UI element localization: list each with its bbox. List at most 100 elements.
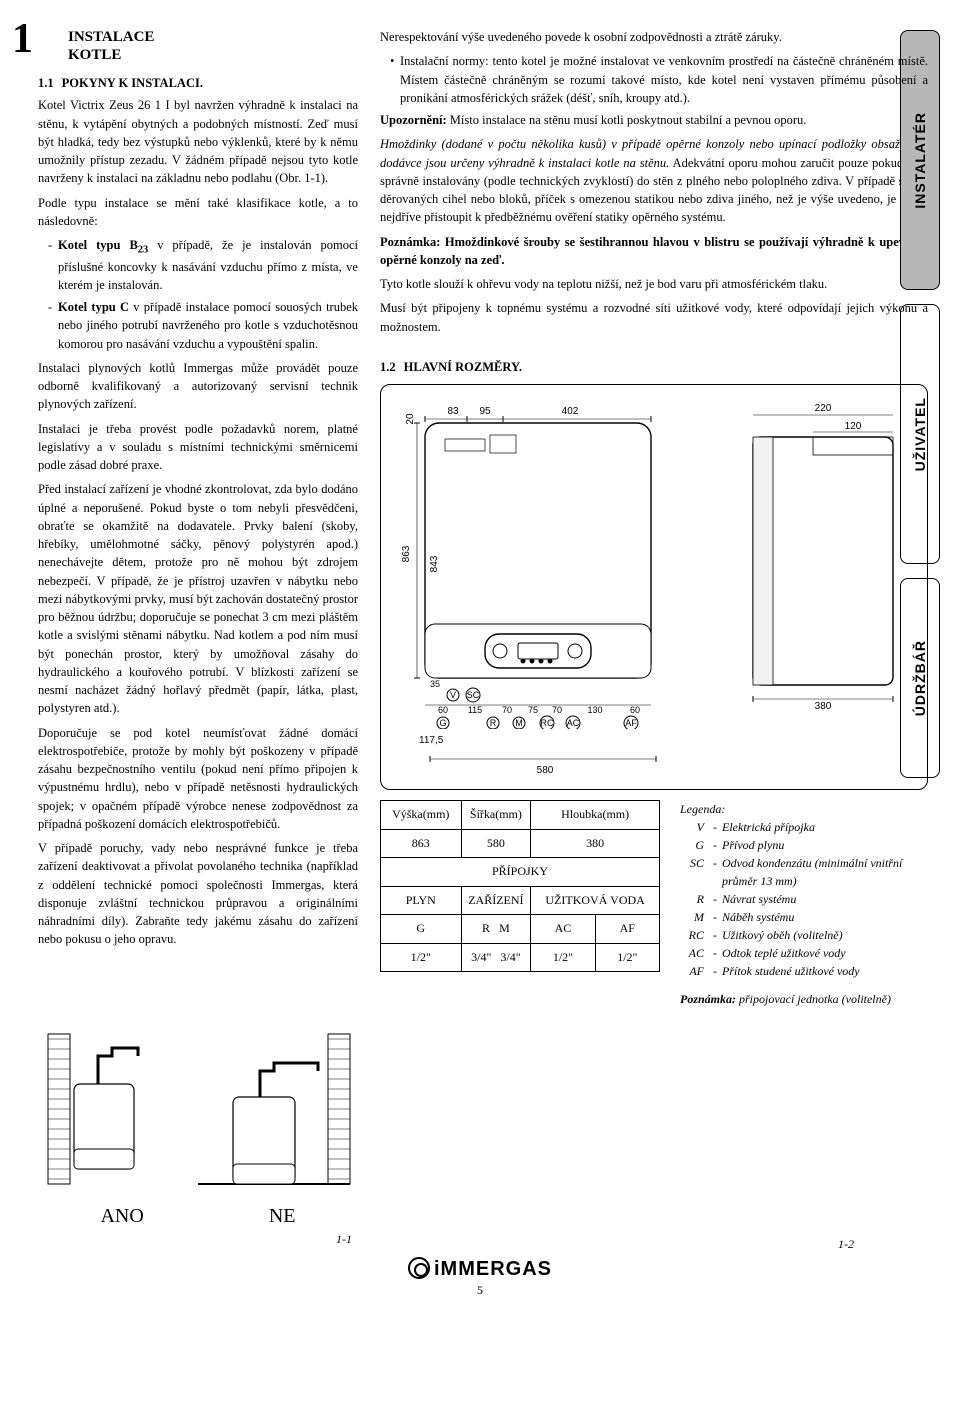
pm4: Poznámka: Hmoždinkové šrouby se šestihra… (380, 235, 928, 267)
svg-text:G: G (439, 718, 446, 728)
td: AF (595, 915, 659, 944)
list-item-c: Kotel typu C v případě instalace pomocí … (48, 298, 358, 353)
svg-text:130: 130 (587, 705, 602, 715)
para-m1: Nerespektování výše uvedeného povede k o… (380, 28, 928, 46)
section-1-1-heading: 1.1POKYNY K INSTALACI. (38, 74, 358, 92)
td: 1/2" (595, 943, 659, 972)
svg-text:120: 120 (845, 421, 862, 432)
th-height: Výška(mm) (381, 801, 462, 830)
svg-text:RC: RC (541, 718, 554, 728)
brand-logo: iMMERGAS (38, 1257, 922, 1281)
para-m5: Tyto kotle slouží k ohřevu vody na teplo… (380, 275, 928, 293)
svg-text:SC: SC (467, 690, 480, 700)
para-m6: Musí být připojeny k topnému systému a r… (380, 299, 928, 336)
svg-text:R: R (490, 718, 497, 728)
bullet-item: Instalační normy: tento kotel je možné i… (390, 52, 928, 107)
tab-instalater-label: INSTALATÉR (912, 112, 928, 209)
legend-title: Legenda: (680, 800, 928, 818)
left-column: INSTALACE KOTLE 1.1POKYNY K INSTALACI. K… (38, 28, 358, 1008)
th-width: Šířka(mm) (461, 801, 531, 830)
boiler-side-svg: 220 120 380 (713, 399, 913, 729)
boiler-front-svg: 20 83 95 402 (395, 399, 695, 729)
para-1: Kotel Victrix Zeus 26 1 I byl navržen vý… (38, 96, 358, 187)
li1sub: 23 (138, 245, 148, 256)
pm2a: Upozornění: (380, 113, 447, 127)
logo-icon (408, 1257, 430, 1279)
td: PLYN (381, 886, 462, 915)
svg-text:380: 380 (815, 701, 832, 712)
sec12-num: 1.2 (380, 360, 396, 374)
mid-column: Nerespektování výše uvedeného povede k o… (380, 28, 928, 1008)
svg-text:70: 70 (552, 705, 562, 715)
svg-text:AF: AF (625, 718, 637, 728)
svg-text:M: M (515, 718, 523, 728)
sec11-title: POKYNY K INSTALACI. (62, 76, 203, 90)
svg-text:70: 70 (502, 705, 512, 715)
tab-uzivatel: UŽIVATEL (900, 304, 940, 564)
td: 1/2" (531, 943, 595, 972)
dimensions-diagram: 20 83 95 402 (380, 384, 928, 790)
para-2: Podle typu instalace se mění také klasif… (38, 194, 358, 231)
td: 580 (461, 829, 531, 858)
sec12-title: HLAVNÍ ROZMĚRY. (404, 360, 522, 374)
svg-text:60: 60 (630, 705, 640, 715)
td: 3/4" (500, 950, 520, 964)
legend: Legenda: V-Elektrická přípojka G-Přívod … (680, 800, 928, 1008)
td: UŽITKOVÁ VODA (531, 886, 660, 915)
label-ano: ANO (100, 1205, 143, 1228)
chapter-title: INSTALACE KOTLE (68, 28, 358, 64)
list-types: Kotel typu B23 v případě, že je instalov… (38, 236, 358, 353)
para-m3: Hmoždinky (dodané v počtu několika kusů)… (380, 135, 928, 226)
para-m2: Upozornění: Místo instalace na stěnu mus… (380, 111, 928, 129)
svg-text:35: 35 (430, 679, 440, 689)
td: G (381, 915, 462, 944)
chapter-number: 1 (12, 18, 33, 60)
label-ne: NE (269, 1205, 296, 1228)
svg-text:60: 60 (438, 705, 448, 715)
brand-text: iMMERGAS (434, 1258, 552, 1280)
svg-text:843: 843 (429, 555, 440, 572)
dimensions-table: Výška(mm)Šířka(mm)Hloubka(mm) 863580380 … (380, 800, 660, 972)
para-7: V případě poruchy, vady nebo nesprávné f… (38, 839, 358, 949)
dim-1175: 117,5 (419, 734, 443, 749)
fig-1-2-num: 1-2 (838, 1237, 860, 1252)
fig-1-1: ANO NE 1-1 (38, 1014, 358, 1247)
section-1-2-heading: 1.2 HLAVNÍ ROZMĚRY. (380, 358, 928, 376)
svg-text:863: 863 (401, 545, 412, 562)
svg-text:75: 75 (528, 705, 538, 715)
td: R (482, 921, 490, 935)
td: AC (531, 915, 595, 944)
tab-uzivatel-label: UŽIVATEL (912, 397, 928, 471)
td: ZAŘÍZENÍ (461, 886, 531, 915)
td-pripoj: PŘÍPOJKY (381, 858, 660, 887)
para-4: Instalaci je třeba provést podle požadav… (38, 420, 358, 475)
page-number: 5 (38, 1283, 922, 1298)
td: 1/2" (381, 943, 462, 972)
tab-udrzbar-label: ÚDRŽBÁŘ (912, 640, 928, 716)
legend-note-a: Poznámka: (680, 992, 736, 1006)
list-item-b23: Kotel typu B23 v případě, že je instalov… (48, 236, 358, 294)
td: M (499, 921, 510, 935)
para-m4: Poznámka: Hmoždinkové šrouby se šestihra… (380, 233, 928, 270)
side-tabs: INSTALATÉR UŽIVATEL ÚDRŽBÁŘ (900, 30, 940, 778)
svg-text:220: 220 (815, 403, 832, 414)
tab-udrzbar: ÚDRŽBÁŘ (900, 578, 940, 778)
para-3: Instalaci plynových kotlů Immergas může … (38, 359, 358, 414)
svg-text:V: V (450, 690, 456, 700)
bullet-install-norms: Instalační normy: tento kotel je možné i… (380, 52, 928, 107)
td: 380 (531, 829, 660, 858)
svg-text:83: 83 (447, 406, 459, 417)
legend-note-b: připojovací jednotka (volitelně) (736, 992, 891, 1006)
pm2b: Místo instalace na stěnu musí kotli posk… (447, 113, 807, 127)
chapter-title-l2: KOTLE (68, 46, 358, 64)
td: 3/4" (471, 950, 491, 964)
chapter-title-l1: INSTALACE (68, 28, 358, 46)
svg-text:115: 115 (468, 705, 482, 715)
fig-1-1-num: 1-1 (38, 1232, 358, 1247)
li1a: Kotel typu B (58, 238, 138, 252)
para-5: Před instalací zařízení je vhodné zkontr… (38, 480, 358, 717)
para-6: Doporučuje se pod kotel neumísťovat žádn… (38, 724, 358, 834)
svg-text:AC: AC (567, 718, 580, 728)
td: 863 (381, 829, 462, 858)
svg-text:95: 95 (479, 406, 491, 417)
